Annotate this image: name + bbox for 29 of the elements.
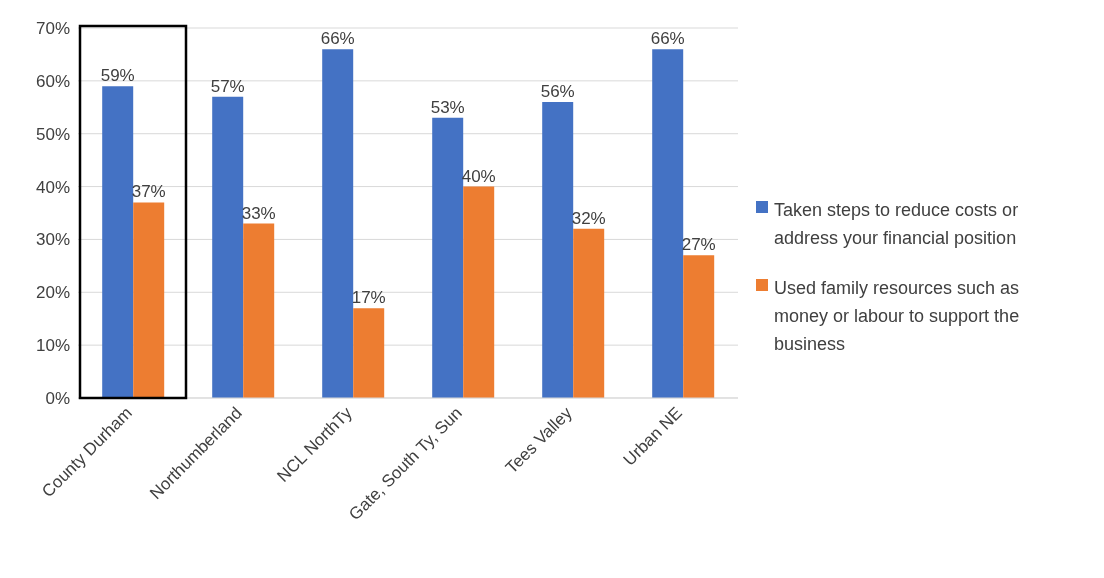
bar	[322, 49, 354, 398]
bar	[212, 96, 244, 398]
y-tick-label: 30%	[35, 230, 70, 250]
bar	[432, 117, 464, 398]
y-tick-label: 60%	[35, 71, 70, 91]
bar	[683, 255, 715, 398]
data-label: 53%	[430, 97, 465, 117]
bar	[542, 102, 574, 398]
bar	[573, 228, 605, 398]
y-tick-label: 0%	[45, 389, 70, 409]
bar	[102, 86, 134, 398]
data-label: 66%	[650, 29, 685, 49]
data-label: 57%	[210, 76, 245, 96]
bar	[133, 202, 165, 398]
data-label: 59%	[100, 66, 135, 86]
data-label: 56%	[540, 82, 575, 101]
y-tick-label: 50%	[35, 124, 70, 144]
legend-label: Used family resources such as money or labour to support the business	[774, 277, 1021, 356]
data-label: 66%	[320, 29, 355, 49]
bar	[463, 186, 495, 398]
y-tick-label: 10%	[35, 336, 70, 356]
bar	[652, 49, 684, 398]
bar	[353, 308, 385, 398]
y-tick-label: 70%	[35, 19, 70, 39]
bar	[243, 223, 275, 398]
data-label: 17%	[351, 288, 386, 308]
y-tick-label: 20%	[35, 283, 70, 303]
y-tick-label: 40%	[35, 177, 70, 197]
legend-label: Taken steps to reduce costs or address your financial position	[774, 199, 1020, 250]
